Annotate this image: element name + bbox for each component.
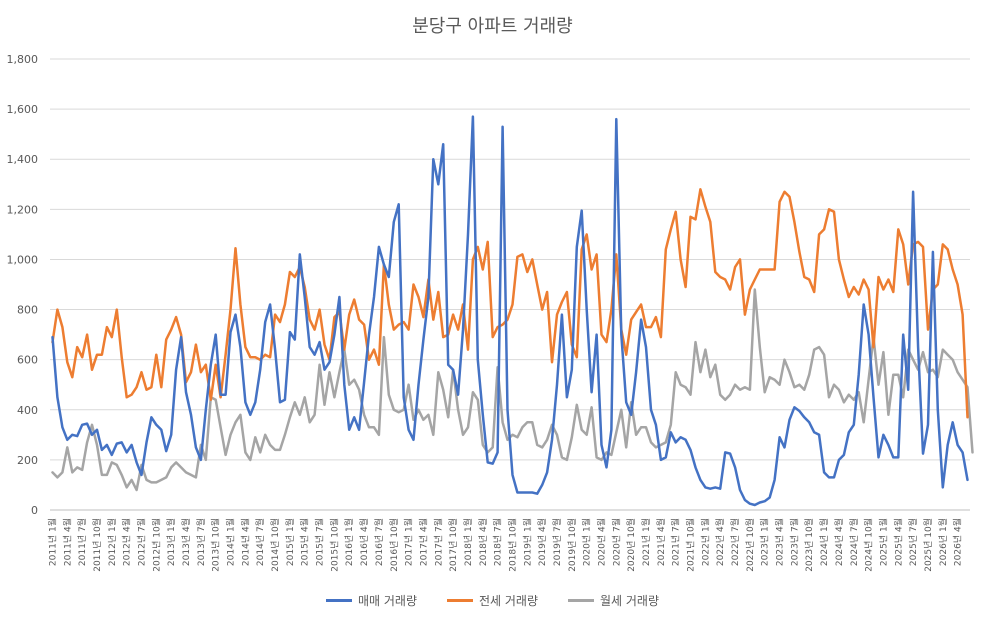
x-tick-label: 2012년 4월 — [121, 518, 133, 566]
x-tick-label: 2020년 10월 — [625, 518, 637, 572]
y-tick-label: 1,600 — [7, 103, 39, 116]
x-tick-label: 2021년 4월 — [655, 518, 667, 566]
series-line-0 — [51, 115, 969, 507]
x-tick-label: 2013년 10월 — [210, 518, 222, 572]
x-tick-label: 2011년 10월 — [91, 518, 103, 572]
x-tick-label: 2017년 4월 — [417, 518, 429, 566]
legend-swatch — [568, 599, 594, 602]
x-tick-label: 2020년 4월 — [596, 518, 608, 566]
x-tick-label: 2019년 7월 — [551, 518, 563, 566]
y-tick-label: 1,800 — [7, 53, 39, 66]
x-tick-label: 2022년 10월 — [744, 518, 756, 572]
y-tick-label: 600 — [17, 354, 38, 367]
x-tick-label: 2018년 1월 — [462, 518, 474, 566]
x-tick-label: 2018년 7월 — [492, 518, 504, 566]
x-tick-label: 2011년 7월 — [76, 518, 88, 566]
legend-item: 월세 거래량 — [568, 592, 659, 609]
y-tick-label: 200 — [17, 454, 38, 467]
series-line-2 — [51, 288, 974, 492]
x-tick-label: 2017년 1월 — [403, 518, 415, 566]
x-tick-label: 2023년 1월 — [759, 518, 771, 566]
legend-swatch — [325, 599, 352, 602]
x-tick-label: 2024년 7월 — [848, 518, 860, 566]
x-tick-label: 2026년 4월 — [952, 518, 964, 566]
x-tick-label: 2025년 4월 — [892, 518, 904, 566]
y-tick-label: 1,400 — [7, 153, 39, 166]
x-tick-label: 2013년 1월 — [165, 518, 177, 566]
legend-item: 매매 거래량 — [325, 592, 417, 609]
x-tick-label: 2011년 1월 — [46, 518, 58, 566]
legend-label: 매매 거래량 — [357, 594, 417, 608]
x-tick-label: 2013년 4월 — [180, 518, 192, 566]
x-tick-label: 2016년 7월 — [373, 518, 385, 566]
x-tick-label: 2019년 10월 — [566, 518, 578, 572]
x-tick-label: 2014년 1월 — [225, 518, 237, 566]
x-tick-label: 2026년 1월 — [937, 518, 949, 566]
x-tick-label: 2023년 4월 — [774, 518, 786, 566]
x-tick-label: 2012년 1월 — [106, 518, 118, 566]
chart-title: 분당구 아파트 거래량 — [412, 16, 573, 37]
x-tick-label: 2025년 10월 — [922, 518, 934, 572]
x-tick-label: 2012년 7월 — [136, 518, 148, 566]
x-tick-label: 2013년 7월 — [195, 518, 207, 566]
x-tick-label: 2020년 1월 — [581, 518, 593, 566]
x-tick-label: 2022년 7월 — [729, 518, 741, 566]
y-tick-label: 0 — [31, 504, 38, 517]
y-tick-label: 1,200 — [7, 203, 39, 216]
x-tick-label: 2021년 10월 — [685, 518, 697, 572]
x-tick-label: 2015년 7월 — [314, 518, 326, 566]
x-tick-label: 2017년 10월 — [447, 518, 459, 572]
x-tick-label: 2024년 4월 — [833, 518, 845, 566]
x-tick-label: 2014년 10월 — [269, 518, 281, 572]
x-tick-label: 2021년 7월 — [670, 518, 682, 566]
x-tick-label: 2023년 10월 — [803, 518, 815, 572]
x-tick-label: 2014년 7월 — [254, 518, 266, 566]
legend-swatch — [446, 599, 473, 602]
x-tick-label: 2019년 4월 — [536, 518, 548, 566]
x-tick-label: 2015년 4월 — [299, 518, 311, 566]
x-tick-label: 2024년 1월 — [818, 518, 830, 566]
x-tick-label: 2018년 10월 — [506, 518, 518, 572]
x-tick-label: 2022년 4월 — [714, 518, 726, 566]
x-tick-label: 2016년 10월 — [388, 518, 400, 572]
legend-label: 전세 거래량 — [478, 594, 538, 608]
legend-item: 전세 거래량 — [446, 592, 538, 609]
x-tick-label: 2015년 1월 — [284, 518, 296, 566]
x-tick-label: 2017년 7월 — [432, 518, 444, 566]
x-tick-label: 2016년 4월 — [358, 518, 370, 566]
x-tick-label: 2019년 1월 — [521, 518, 533, 566]
chart-legend: 매매 거래량 전세 거래량 월세 거래량 — [0, 592, 985, 609]
x-tick-label: 2014년 4월 — [239, 518, 251, 566]
x-tick-label: 2025년 7월 — [907, 518, 919, 566]
x-tick-label: 2021년 1월 — [640, 518, 652, 566]
x-tick-label: 2020년 7월 — [610, 518, 622, 566]
x-tick-label: 2015년 10월 — [328, 518, 340, 572]
legend-label: 월세 거래량 — [600, 594, 660, 608]
y-tick-label: 400 — [17, 404, 38, 417]
y-tick-label: 800 — [17, 304, 38, 317]
series-line-1 — [51, 188, 969, 419]
y-tick-label: 1,000 — [7, 253, 39, 266]
x-tick-label: 2024년 10월 — [863, 518, 875, 572]
x-tick-label: 2011년 4월 — [61, 518, 73, 566]
x-tick-label: 2023년 7월 — [788, 518, 800, 566]
x-tick-label: 2022년 1월 — [699, 518, 711, 566]
x-tick-label: 2012년 10월 — [150, 518, 162, 572]
x-tick-label: 2018년 4월 — [477, 518, 489, 566]
x-tick-label: 2016년 1월 — [343, 518, 355, 566]
x-tick-label: 2025년 1월 — [877, 518, 889, 566]
